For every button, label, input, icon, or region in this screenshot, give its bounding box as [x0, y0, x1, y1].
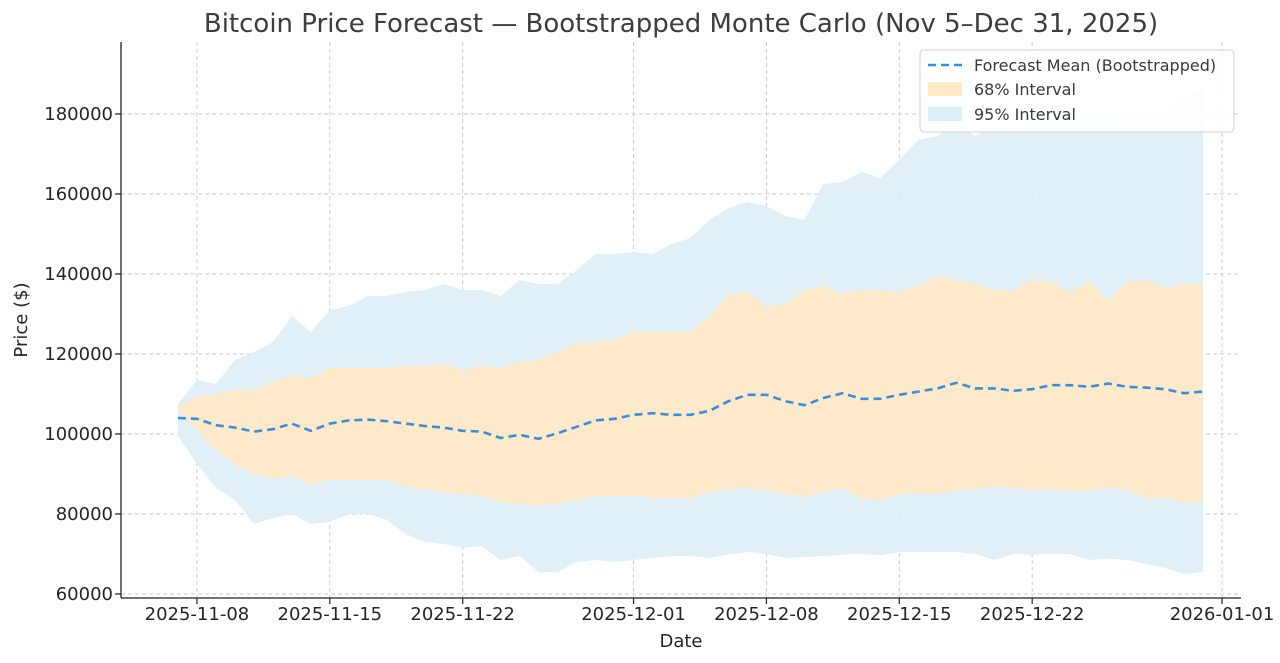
y-tick-label: 180000: [44, 104, 113, 125]
y-tick-label: 120000: [44, 344, 113, 365]
y-axis-label: Price ($): [11, 282, 32, 357]
x-tick-label: 2025-12-22: [980, 604, 1085, 625]
band-68-interval: [177, 276, 1203, 506]
x-ticks: 2025-11-08 2025-11-15 2025-11-22 2025-12-01…: [145, 598, 1275, 625]
x-tick-label: 2025-12-01: [581, 604, 686, 625]
y-ticks: 60000 80000 100000 120000 140000 160000 180000: [44, 104, 121, 605]
axes: [120, 42, 1241, 599]
band-68: [177, 276, 1203, 506]
y-tick-label: 60000: [56, 584, 113, 605]
x-tick-label: 2025-12-15: [847, 604, 952, 625]
y-tick-label: 100000: [44, 424, 113, 445]
mean-line: [177, 381, 1204, 441]
legend: Forecast Mean (Bootstrapped) 68% Interva…: [919, 49, 1235, 133]
mean-line-group: [177, 381, 1204, 441]
x-tick-label: 2025-11-15: [278, 604, 383, 625]
chart-title: Bitcoin Price Forecast — Bootstrapped Mo…: [204, 9, 1158, 39]
legend-68-swatch: [928, 82, 962, 96]
y-tick-label: 80000: [56, 504, 113, 525]
legend-frame: [919, 49, 1235, 133]
y-tick-label: 140000: [44, 264, 113, 285]
legend-68-label: 68% Interval: [974, 80, 1076, 99]
legend-95-swatch: [928, 107, 962, 121]
x-tick-label: 2025-11-22: [410, 604, 515, 625]
x-tick-label: 2025-12-08: [714, 604, 819, 625]
legend-mean-label: Forecast Mean (Bootstrapped): [974, 56, 1216, 75]
x-tick-label: 2025-11-08: [145, 604, 250, 625]
x-tick-label: 2026-01-01: [1170, 604, 1275, 625]
legend-95-label: 95% Interval: [974, 105, 1076, 124]
y-tick-label: 160000: [44, 184, 113, 205]
x-axis-label: Date: [659, 631, 702, 652]
